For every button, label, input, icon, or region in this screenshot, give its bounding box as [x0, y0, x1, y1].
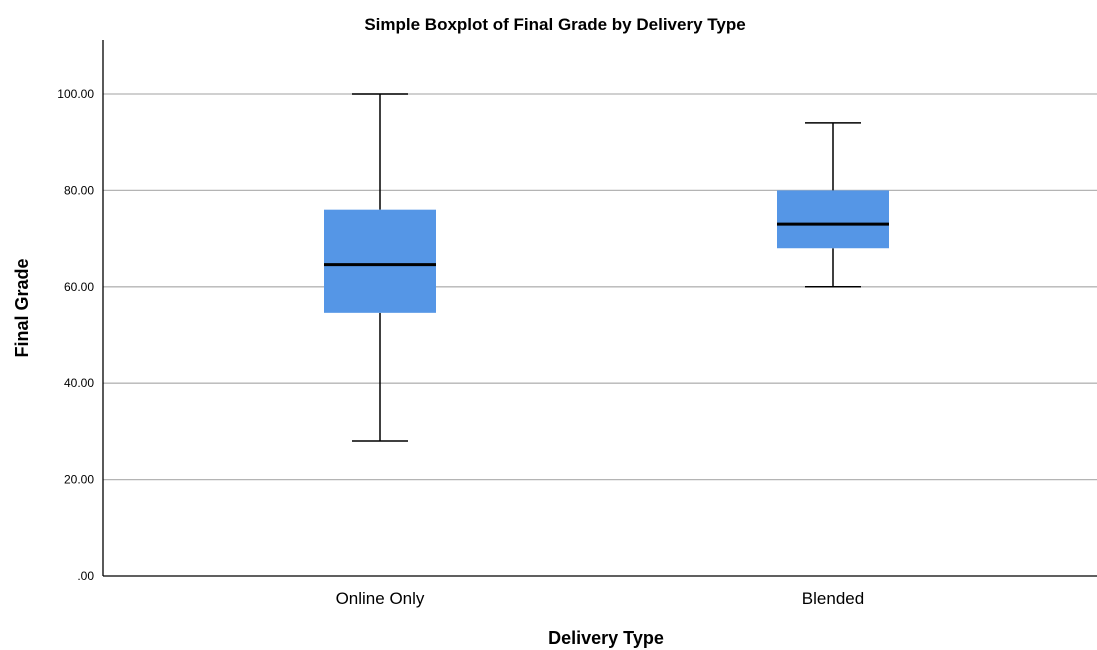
x-tick-label: Blended	[802, 589, 864, 608]
y-tick-label: 80.00	[64, 183, 94, 197]
iqr-box	[324, 209, 436, 313]
y-tick-label: 40.00	[64, 376, 94, 390]
box-group	[777, 122, 889, 288]
box-group	[324, 93, 436, 442]
x-tick-label: Online Only	[336, 589, 425, 608]
iqr-box	[777, 190, 889, 249]
chart-title: Simple Boxplot of Final Grade by Deliver…	[364, 15, 745, 34]
y-tick-label: .00	[77, 569, 94, 583]
y-axis-label: Final Grade	[12, 258, 32, 357]
gridlines	[103, 93, 1097, 481]
y-tick-label: 60.00	[64, 280, 94, 294]
x-axis-label: Delivery Type	[548, 628, 664, 648]
y-tick-label: 100.00	[57, 87, 94, 101]
boxes	[324, 93, 889, 442]
x-axis-ticks: Online Only Blended	[336, 589, 865, 608]
y-axis-ticks: .00 20.00 40.00 60.00 80.00 100.00	[57, 87, 94, 583]
y-tick-label: 20.00	[64, 473, 94, 487]
axes	[102, 40, 1097, 577]
